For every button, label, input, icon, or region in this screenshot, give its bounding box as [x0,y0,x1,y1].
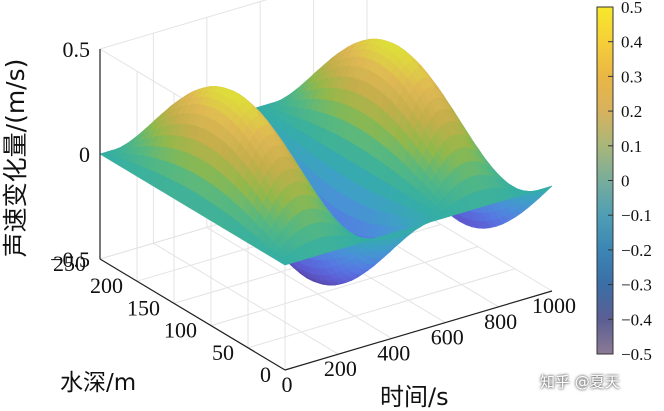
y-tick-label: 200 [90,273,123,298]
colorbar-tick-label: 0.3 [621,67,642,86]
colorbar-tick-label: −0.4 [621,310,652,329]
y-tick-label: 0 [260,362,271,387]
colorbar-tick-label: 0.2 [621,102,642,121]
x-tick-label: 400 [377,340,410,365]
y-tick-label: 250 [53,251,86,276]
grid-line [99,0,268,50]
colorbar-tick-label: 0.1 [621,137,642,156]
grid-line [153,242,339,355]
colorbar-tick-label: 0.4 [621,33,643,52]
y-axis-line [99,258,286,371]
y-tick-label: 150 [127,295,160,320]
z-axis-ticks: −0.5 0 0.5 [50,37,91,272]
z-tick-label: −0.5 [50,247,90,272]
x-axis-ticks: 0 200 400 600 800 1000 [282,293,577,397]
y-tick-label: 50 [212,340,234,365]
colorbar-tick-label: −0.5 [621,345,652,364]
axes-lines [99,49,553,371]
x-axis-label: 时间/s [380,383,449,411]
z-axis-label: 声速变化量/(m/s) [1,59,30,258]
y-tick-label: 100 [164,318,197,343]
y-axis-label: 水深/m [60,370,136,396]
grid-line [247,268,516,349]
grid-line [206,226,393,339]
z-tick-label: 0.5 [63,37,91,62]
colorbar-ticks: 0.5 0.4 0.3 0.2 0.1 0 −0.1 −0.2 −0.3 −0.4 −0.5 [608,0,652,364]
watermark: 知乎 @夏天 [540,373,620,391]
x-axis-line [284,290,553,371]
colorbar-tick-label: −0.3 [621,276,652,295]
colorbar-tick-label: 0.5 [621,0,642,17]
colorbar-tick-label: −0.1 [621,206,652,225]
x-tick-label: 1000 [532,293,576,318]
surface-patch [541,185,553,193]
z-tick-label: 0 [79,142,90,167]
x-tick-label: 200 [324,356,357,381]
grid-line [210,246,479,327]
x-tick-label: 800 [484,309,517,334]
x-tick-label: 0 [282,372,293,397]
colorbar-tick-label: 0 [621,172,630,191]
colorbar-tick-label: −0.2 [621,241,652,260]
surface [99,38,553,286]
x-tick-label: 600 [431,325,464,350]
